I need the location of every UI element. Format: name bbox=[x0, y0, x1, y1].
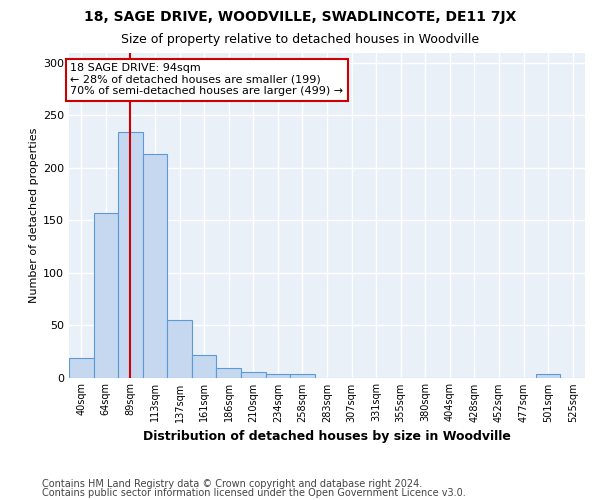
Bar bbox=[94, 213, 118, 378]
Bar bbox=[217, 368, 241, 378]
Text: Size of property relative to detached houses in Woodville: Size of property relative to detached ho… bbox=[121, 32, 479, 46]
Text: Contains HM Land Registry data © Crown copyright and database right 2024.: Contains HM Land Registry data © Crown c… bbox=[42, 479, 422, 489]
Text: 18, SAGE DRIVE, WOODVILLE, SWADLINCOTE, DE11 7JX: 18, SAGE DRIVE, WOODVILLE, SWADLINCOTE, … bbox=[84, 10, 516, 24]
X-axis label: Distribution of detached houses by size in Woodville: Distribution of detached houses by size … bbox=[143, 430, 511, 443]
Bar bbox=[290, 374, 315, 378]
Text: 18 SAGE DRIVE: 94sqm
← 28% of detached houses are smaller (199)
70% of semi-deta: 18 SAGE DRIVE: 94sqm ← 28% of detached h… bbox=[70, 63, 343, 96]
Bar bbox=[143, 154, 167, 378]
Bar bbox=[69, 358, 94, 378]
Text: Contains public sector information licensed under the Open Government Licence v3: Contains public sector information licen… bbox=[42, 488, 466, 498]
Bar bbox=[536, 374, 560, 378]
Y-axis label: Number of detached properties: Number of detached properties bbox=[29, 128, 39, 302]
Bar bbox=[118, 132, 143, 378]
Bar bbox=[167, 320, 192, 378]
Bar bbox=[241, 372, 266, 378]
Bar bbox=[192, 356, 217, 378]
Bar bbox=[266, 374, 290, 378]
